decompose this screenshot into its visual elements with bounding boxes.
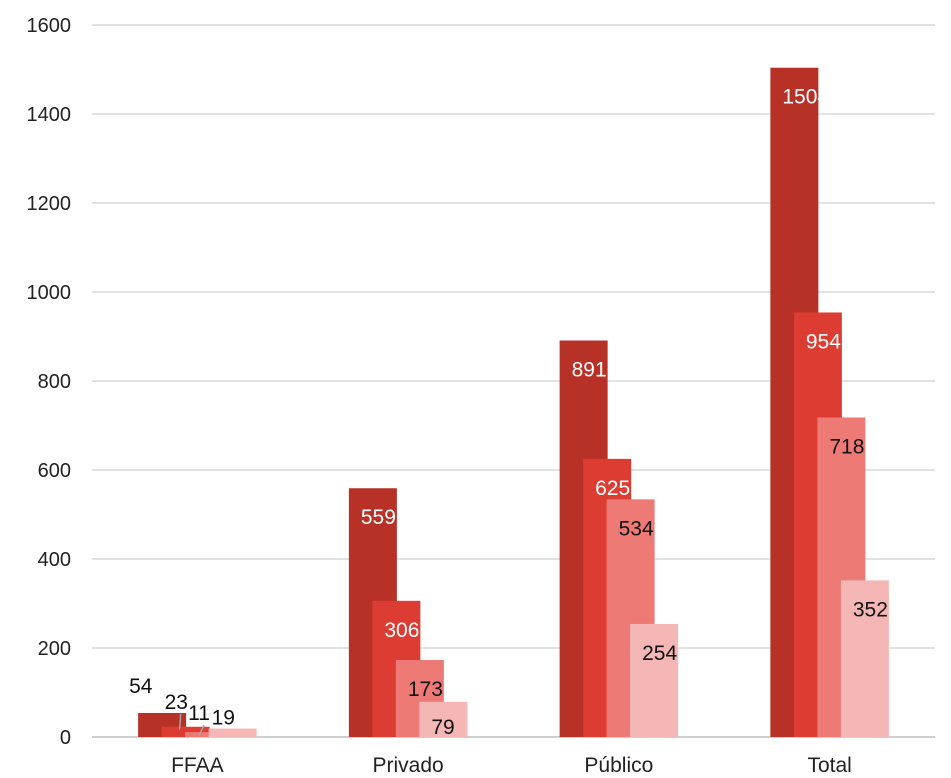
y-tick-label: 1000 — [27, 282, 72, 304]
data-label: 306 — [384, 619, 419, 642]
data-label: 254 — [642, 642, 677, 665]
y-tick-label: 1200 — [27, 193, 72, 215]
bars — [138, 67, 889, 738]
x-axis-categories: FFAA Privado Público Total — [171, 754, 852, 777]
bar — [208, 728, 257, 737]
data-label: 954 — [806, 330, 841, 353]
data-label: 19 — [212, 707, 235, 730]
data-label: 11 — [188, 702, 210, 725]
data-label: 534 — [619, 517, 654, 540]
y-tick-label: 200 — [38, 638, 71, 660]
y-tick-label: 1600 — [27, 15, 72, 37]
data-label: 23 — [165, 691, 188, 714]
bar — [161, 726, 210, 737]
data-label: 173 — [408, 678, 443, 701]
data-label: 1504 — [782, 86, 829, 109]
category-label: Privado — [373, 754, 444, 777]
category-label: Público — [584, 754, 653, 777]
y-tick-label: 0 — [60, 727, 71, 749]
data-label: 891 — [572, 359, 607, 382]
data-label: 54 — [129, 675, 153, 698]
category-label: FFAA — [171, 754, 224, 777]
bar — [419, 701, 468, 737]
data-label: 559 — [361, 506, 396, 529]
leader-line — [198, 724, 205, 736]
category-label: Total — [807, 754, 851, 777]
y-axis-ticks: 0 200 400 600 800 1000 1200 1400 1600 — [27, 15, 72, 749]
y-tick-label: 400 — [38, 549, 71, 571]
data-label: 718 — [829, 435, 864, 458]
data-label: 352 — [853, 598, 888, 621]
bar — [630, 623, 679, 737]
data-labels: 54 559 891 1504 23 306 625 954 11 173 534 718 19 79 25… — [129, 86, 888, 739]
data-label: 79 — [431, 716, 454, 739]
bar — [840, 580, 889, 737]
data-label: 625 — [595, 477, 630, 500]
y-tick-label: 1400 — [27, 104, 72, 126]
y-tick-label: 800 — [38, 371, 71, 393]
gridlines — [92, 24, 935, 738]
y-tick-label: 600 — [38, 460, 71, 482]
leader-line — [178, 713, 182, 730]
